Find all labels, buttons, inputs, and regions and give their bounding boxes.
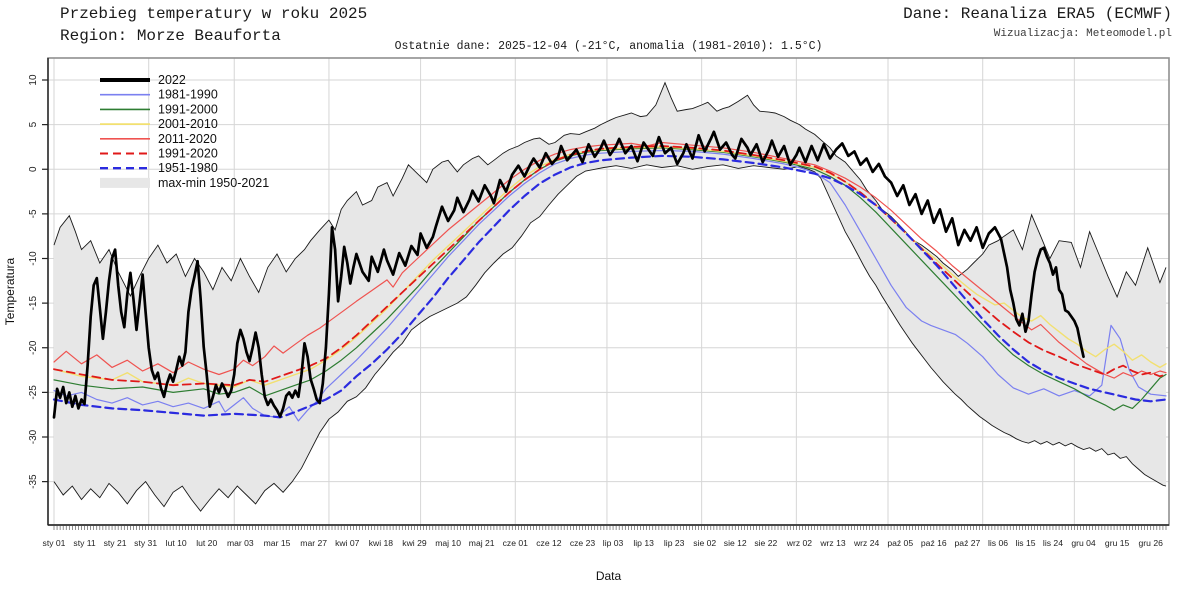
legend-label: max-min 1950-2021 [158, 176, 269, 190]
x-tick-label: kwi 29 [402, 538, 427, 548]
legend-label: 1981-1990 [158, 88, 218, 102]
region-subtitle: Region: Morze Beauforta [60, 27, 281, 45]
x-tick-label: sie 02 [693, 538, 716, 548]
x-tick-label: cze 12 [536, 538, 562, 548]
series-2011-2020 [53, 141, 1167, 379]
legend-label: 2001-2010 [158, 117, 218, 131]
y-tick-label: -15 [28, 295, 39, 310]
y-tick-label: 10 [28, 74, 39, 86]
x-axis: sty 01 sty 11 sty 21 sty 31 lut 10 lut 20 mar … [43, 525, 1167, 548]
x-tick-label: wrz 13 [819, 538, 846, 548]
y-axis: 10 5 0 -5 -10 -15 -20 -25 -30 -35 [28, 74, 48, 489]
x-tick-label: sie 12 [724, 538, 747, 548]
x-tick-label: lis 06 [988, 538, 1008, 548]
legend-label: 2022 [158, 73, 186, 87]
band-upper-edge [53, 81, 1167, 299]
y-tick-label: -20 [28, 340, 39, 355]
x-axis-title: Data [596, 569, 622, 583]
y-tick-label: 5 [28, 121, 39, 127]
x-tick-label: lip 23 [664, 538, 685, 548]
band-fill [54, 82, 1166, 512]
series-1981-1990 [53, 149, 1167, 422]
y-tick-label: 0 [28, 166, 39, 172]
x-tick-label: cze 23 [570, 538, 596, 548]
max-min-band [53, 81, 1167, 512]
x-tick-label: sty 31 [134, 538, 157, 548]
x-tick-label: lip 13 [633, 538, 654, 548]
legend-label: 2011-2020 [158, 132, 217, 146]
y-tick-label: -25 [28, 385, 39, 400]
x-tick-label: lip 03 [603, 538, 624, 548]
x-tick-label: kwi 07 [335, 538, 360, 548]
visualization-credit: Wizualizacja: Meteomodel.pl [993, 28, 1172, 40]
x-tick-label: gru 15 [1105, 538, 1130, 548]
y-tick-label: -10 [28, 251, 39, 266]
x-tick-label: maj 21 [469, 538, 495, 548]
y-tick-label: -35 [28, 474, 39, 489]
x-tick-label: lut 10 [166, 538, 187, 548]
legend: 20221981-19901991-20002001-20102011-2020… [100, 73, 269, 190]
legend-label: 1991-2020 [158, 147, 218, 161]
x-tick-label: mar 15 [264, 538, 291, 548]
legend-label: 1991-2000 [158, 102, 218, 116]
y-tick-label: -5 [28, 209, 39, 218]
x-tick-label: gru 26 [1139, 538, 1164, 548]
x-tick-label: cze 01 [503, 538, 529, 548]
x-tick-label: sie 22 [754, 538, 777, 548]
x-tick-label: mar 27 [300, 538, 327, 548]
x-tick-label: sty 11 [73, 538, 96, 548]
x-tick-label: wrz 24 [853, 538, 880, 548]
y-axis-title: Temperatura [3, 257, 17, 325]
last-data-subtitle: Ostatnie dane: 2025-12-04 (-21°C, anomal… [394, 40, 823, 53]
x-tick-label: lis 24 [1043, 538, 1063, 548]
legend-label: 1951-1980 [158, 161, 218, 175]
series-1951-1980 [52, 154, 1168, 419]
page-title: Przebieg temperatury w roku 2025 [60, 5, 368, 23]
x-tick-label: paź 27 [955, 538, 981, 548]
series-2001-2010 [53, 146, 1167, 388]
data-source: Dane: Reanaliza ERA5 (ECMWF) [903, 5, 1172, 23]
x-tick-label: maj 10 [435, 538, 461, 548]
x-tick-label: wrz 02 [786, 538, 813, 548]
x-tick-label: lut 20 [196, 538, 217, 548]
y-tick-label: -30 [28, 429, 39, 444]
x-tick-label: sty 21 [104, 538, 127, 548]
legend-swatch-patch [100, 177, 150, 188]
x-tick-label: gru 04 [1071, 538, 1096, 548]
band-lower-edge [53, 164, 1167, 512]
x-tick-label: kwi 18 [369, 538, 394, 548]
series-2022 [52, 130, 1085, 419]
x-tick-label: paź 16 [921, 538, 947, 548]
x-tick-label: sty 01 [43, 538, 66, 548]
x-tick-label: lis 15 [1015, 538, 1035, 548]
x-tick-label: paź 05 [887, 538, 913, 548]
x-tick-label: mar 03 [227, 538, 254, 548]
